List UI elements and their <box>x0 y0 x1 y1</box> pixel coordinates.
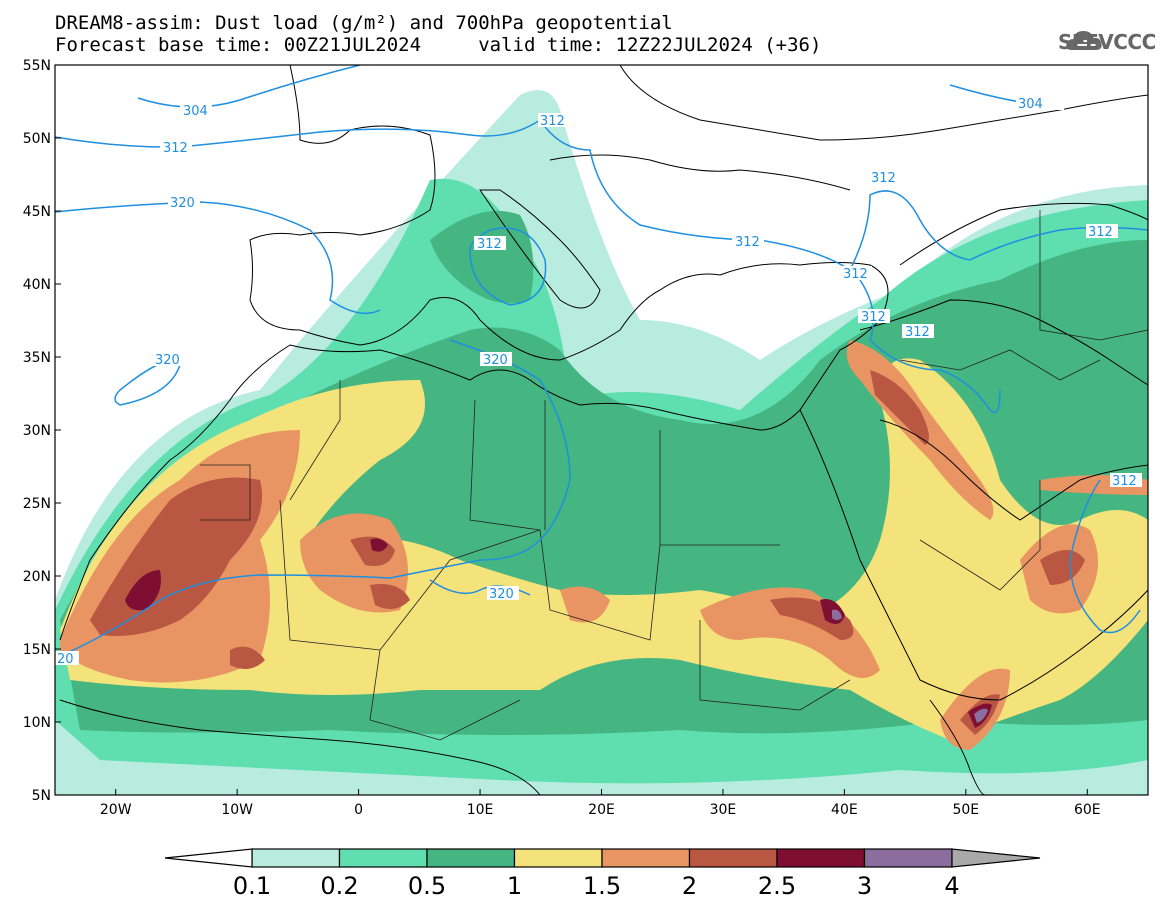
contour-label: 312 <box>861 310 886 325</box>
contour-label: 320 <box>489 587 514 602</box>
contour-label: 320 <box>155 353 180 368</box>
dust-field <box>55 65 1148 795</box>
lat-axis: 55N 50N 45N 40N 35N 30N 25N 20N 15N 10N 5N <box>23 58 61 804</box>
colorbar-label: 0.2 <box>320 872 359 900</box>
country-borders <box>200 210 1148 741</box>
lat-tick-label: 5N <box>32 788 51 804</box>
colorbar-swatch <box>776 848 866 868</box>
contour-label: 312 <box>735 235 760 250</box>
colorbar-swatch <box>338 848 428 868</box>
colorbar-label: 1.5 <box>582 872 622 900</box>
colorbar-label: 0.5 <box>407 872 447 900</box>
lon-tick-label: 20W <box>100 802 132 818</box>
title-line-1: DREAM8-assim: Dust load (g/m²) and 700hP… <box>55 12 673 34</box>
lat-tick-label: 35N <box>23 350 51 366</box>
colorbar-label: 0.1 <box>232 872 272 900</box>
title-line-2: Forecast base time: 00Z21JUL2024 valid t… <box>55 34 822 56</box>
contour-label: 312 <box>163 141 188 156</box>
contour-label: 312 <box>1112 474 1137 489</box>
geopotential-contours <box>55 65 1148 659</box>
colorbar-swatch <box>688 848 778 868</box>
colorbar-label: 1 <box>506 872 523 900</box>
colorbar-swatch <box>863 848 953 868</box>
lon-tick-label: 30E <box>710 802 737 818</box>
lon-axis: 20W 10W 0 10E 20E 30E 40E 50E 60E <box>100 789 1101 818</box>
lon-tick-label: 10W <box>221 802 253 818</box>
cloud-icon <box>1066 31 1102 50</box>
lat-tick-label: 45N <box>23 204 51 220</box>
lon-tick-label: 60E <box>1074 802 1101 818</box>
contour-label: 312 <box>843 267 868 282</box>
contour-label: 312 <box>1088 225 1113 240</box>
colorbar-label: 4 <box>944 872 960 900</box>
lon-tick-label: 0 <box>354 802 363 818</box>
lon-tick-label: 10E <box>467 802 494 818</box>
colorbar-swatch <box>513 848 603 868</box>
contour-label: 20 <box>57 652 74 667</box>
colorbar-swatch <box>426 848 516 868</box>
coastlines <box>59 65 1148 795</box>
contour-labels: 304 304 312 312 320 312 312 312 312 312 … <box>55 96 1142 667</box>
contour-label: 312 <box>905 325 930 340</box>
lat-tick-label: 10N <box>23 715 51 731</box>
contour-label: 312 <box>477 237 502 252</box>
contour-label: 304 <box>183 104 208 119</box>
lat-tick-label: 25N <box>23 496 51 512</box>
colorbar-label: 2 <box>681 872 698 900</box>
contour-label: 312 <box>871 171 896 186</box>
lon-tick-label: 50E <box>952 802 979 818</box>
colorbar-upper-arrow <box>951 848 1041 868</box>
logo-text: SEEVCCC <box>1058 30 1156 54</box>
colorbar-label: 2.5 <box>757 872 797 900</box>
colorbar-lower-arrow <box>164 848 253 868</box>
lat-tick-label: 30N <box>23 423 51 439</box>
colorbar-swatch <box>251 848 341 868</box>
lat-tick-label: 15N <box>23 642 51 658</box>
lon-tick-label: 20E <box>588 802 615 818</box>
lat-tick-label: 20N <box>23 569 51 585</box>
colorbar-swatch <box>601 848 691 868</box>
lat-tick-label: 50N <box>23 131 51 147</box>
lat-tick-label: 40N <box>23 277 51 293</box>
lat-tick-label: 55N <box>23 58 51 74</box>
contour-label: 304 <box>1018 97 1043 112</box>
contour-label: 312 <box>540 114 565 129</box>
contour-label: 320 <box>170 196 195 211</box>
contour-label: 320 <box>483 353 508 368</box>
lon-tick-label: 40E <box>831 802 858 818</box>
colorbar-label: 3 <box>856 872 873 900</box>
